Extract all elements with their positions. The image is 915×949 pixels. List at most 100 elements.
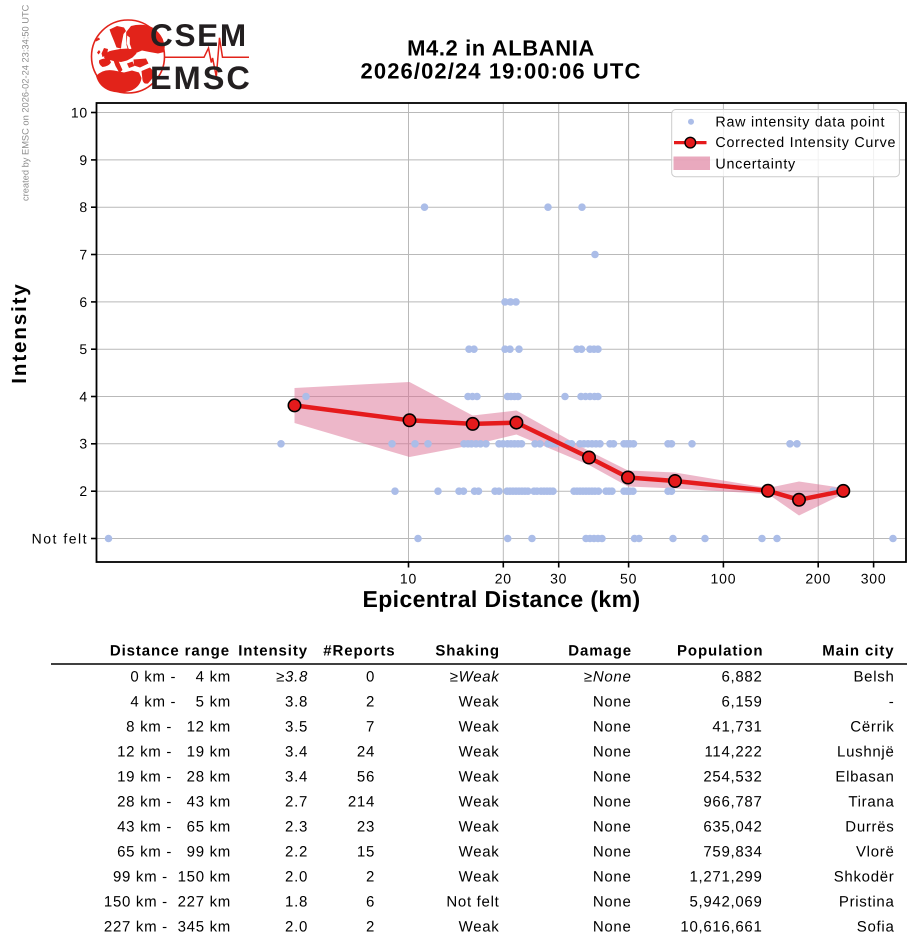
svg-text:None: None [593, 793, 632, 810]
svg-text:Weak: Weak [459, 793, 500, 810]
svg-text:8: 8 [79, 199, 88, 215]
svg-text:2.2: 2.2 [285, 843, 308, 860]
svg-text:None: None [593, 693, 632, 710]
svg-text:966,787: 966,787 [703, 793, 762, 810]
svg-text:Shaking: Shaking [435, 643, 500, 660]
svg-text:24: 24 [357, 743, 375, 760]
svg-text:635,042: 635,042 [703, 818, 762, 835]
svg-text:Lushnjë: Lushnjë [837, 743, 894, 760]
svg-text:3.5: 3.5 [285, 718, 308, 735]
svg-text:300: 300 [861, 571, 887, 587]
svg-text:2.3: 2.3 [285, 818, 308, 835]
svg-text:Main city: Main city [822, 643, 894, 660]
svg-text:759,834: 759,834 [703, 843, 762, 860]
svg-text:1.8: 1.8 [285, 893, 308, 910]
svg-text:None: None [593, 843, 632, 860]
svg-text:Weak: Weak [459, 818, 500, 835]
svg-text:50: 50 [620, 571, 637, 587]
svg-text:None: None [593, 818, 632, 835]
svg-text:2: 2 [79, 483, 88, 499]
svg-text:6,882: 6,882 [721, 668, 762, 685]
svg-text:≥None: ≥None [584, 668, 632, 685]
svg-text:12 km - 19 km: 12 km - 19 km [112, 743, 231, 760]
svg-text:Weak: Weak [459, 693, 500, 710]
svg-text:23: 23 [357, 818, 375, 835]
svg-text:4 km - 5 km: 4 km - 5 km [121, 693, 231, 710]
svg-text:200: 200 [805, 571, 831, 587]
svg-text:3.4: 3.4 [285, 743, 308, 760]
svg-text:#Reports: #Reports [323, 643, 395, 660]
svg-text:19 km - 28 km: 19 km - 28 km [112, 768, 231, 785]
svg-text:None: None [593, 768, 632, 785]
svg-text:6: 6 [79, 294, 88, 310]
svg-text:Uncertainty: Uncertainty [715, 156, 796, 172]
svg-text:15: 15 [357, 843, 375, 860]
svg-text:7: 7 [79, 246, 88, 262]
svg-text:Distance range: Distance range [110, 643, 230, 660]
svg-text:CSEM: CSEM [150, 17, 248, 53]
svg-text:Not felt: Not felt [32, 530, 88, 546]
svg-text:30: 30 [550, 571, 567, 587]
svg-text:Damage: Damage [568, 643, 632, 660]
svg-text:-: - [889, 693, 895, 710]
svg-text:5,942,069: 5,942,069 [689, 893, 762, 910]
svg-text:Weak: Weak [459, 743, 500, 760]
svg-text:Shkodër: Shkodër [834, 868, 895, 885]
svg-text:150 km - 227 km: 150 km - 227 km [104, 893, 231, 910]
svg-text:None: None [593, 718, 632, 735]
svg-text:2: 2 [366, 918, 375, 935]
svg-text:None: None [593, 893, 632, 910]
svg-text:10,616,661: 10,616,661 [680, 918, 762, 935]
svg-text:Elbasan: Elbasan [835, 768, 894, 785]
svg-text:99 km - 150 km: 99 km - 150 km [108, 868, 231, 885]
svg-text:2026/02/24 19:00:06 UTC: 2026/02/24 19:00:06 UTC [361, 58, 642, 83]
svg-text:254,532: 254,532 [703, 768, 762, 785]
svg-text:10: 10 [71, 104, 88, 120]
svg-text:Not felt: Not felt [446, 893, 499, 910]
svg-text:2.0: 2.0 [285, 868, 308, 885]
svg-text:65 km - 99 km: 65 km - 99 km [112, 843, 231, 860]
svg-text:6: 6 [366, 893, 375, 910]
svg-text:M4.2 in ALBANIA: M4.2 in ALBANIA [407, 36, 595, 61]
svg-text:≥3.8: ≥3.8 [276, 668, 308, 685]
svg-text:Pristina: Pristina [839, 893, 895, 910]
svg-text:EMSC: EMSC [150, 60, 252, 96]
svg-text:Vlorë: Vlorë [856, 843, 895, 860]
svg-text:Weak: Weak [459, 768, 500, 785]
svg-text:8 km - 12 km: 8 km - 12 km [116, 718, 231, 735]
svg-text:Corrected Intensity Curve: Corrected Intensity Curve [715, 135, 896, 151]
svg-text:None: None [593, 918, 632, 935]
svg-text:3.4: 3.4 [285, 768, 308, 785]
svg-text:Weak: Weak [459, 868, 500, 885]
svg-text:10: 10 [400, 571, 417, 587]
svg-text:6,159: 6,159 [721, 693, 762, 710]
svg-text:114,222: 114,222 [704, 743, 762, 760]
svg-text:7: 7 [366, 718, 375, 735]
svg-text:214: 214 [348, 793, 375, 810]
svg-text:Belsh: Belsh [853, 668, 894, 685]
svg-text:Weak: Weak [459, 843, 500, 860]
svg-text:41,731: 41,731 [712, 718, 762, 735]
svg-text:2: 2 [366, 693, 375, 710]
svg-text:≥Weak: ≥Weak [450, 668, 501, 685]
svg-text:Durrës: Durrës [845, 818, 894, 835]
svg-text:0: 0 [366, 668, 375, 685]
svg-text:created by EMSC on 2026-02-24: created by EMSC on 2026-02-24 23:34:50 U… [21, 4, 31, 201]
svg-text:Epicentral Distance (km): Epicentral Distance (km) [362, 586, 640, 612]
svg-text:3: 3 [79, 436, 88, 452]
svg-text:None: None [593, 868, 632, 885]
svg-text:Intensity: Intensity [8, 282, 31, 383]
svg-text:100: 100 [711, 571, 737, 587]
svg-text:Cërrik: Cërrik [850, 718, 894, 735]
svg-text:5: 5 [79, 341, 88, 357]
svg-text:9: 9 [79, 152, 88, 168]
svg-text:Tirana: Tirana [848, 793, 894, 810]
svg-text:43 km - 65 km: 43 km - 65 km [112, 818, 231, 835]
svg-text:None: None [593, 743, 632, 760]
svg-text:3.8: 3.8 [285, 693, 308, 710]
svg-text:Population: Population [677, 643, 764, 660]
svg-text:Intensity: Intensity [238, 643, 308, 660]
svg-text:1,271,299: 1,271,299 [689, 868, 762, 885]
svg-text:2.7: 2.7 [285, 793, 308, 810]
svg-text:28 km - 43 km: 28 km - 43 km [112, 793, 231, 810]
